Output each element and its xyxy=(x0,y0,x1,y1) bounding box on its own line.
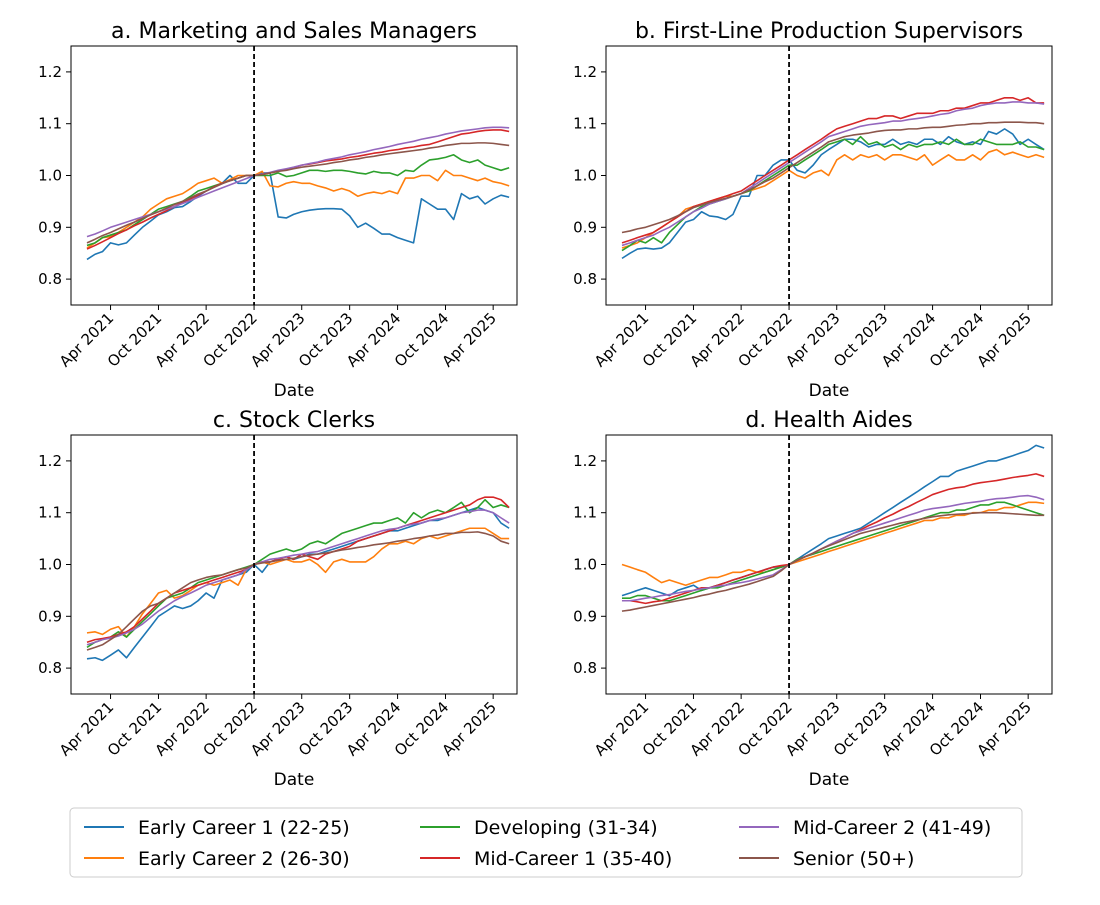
series-line xyxy=(621,501,1045,602)
y-tick-label: 1.1 xyxy=(38,115,62,133)
series-line xyxy=(86,496,510,643)
legend-label: Mid-Career 2 (41-49) xyxy=(793,817,991,839)
series-line xyxy=(621,121,1045,234)
series-line xyxy=(621,101,1045,247)
series-line xyxy=(86,169,510,249)
panel-title: c. Stock Clerks xyxy=(213,408,375,433)
series-line xyxy=(621,97,1045,244)
series-line xyxy=(621,135,1045,252)
y-tick-label: 1.0 xyxy=(573,556,597,574)
series-line xyxy=(621,473,1045,605)
plot-frame xyxy=(605,45,1053,306)
series-line xyxy=(86,129,510,250)
series-line xyxy=(621,148,1045,249)
y-tick-label: 0.9 xyxy=(573,218,597,236)
panel-a: a. Marketing and Sales Managers 0.8 0.9 1.0… xyxy=(38,19,518,401)
y-tick-label: 0.8 xyxy=(573,659,597,677)
y-tick-label: 1.1 xyxy=(573,504,597,522)
y-tick-label: 0.9 xyxy=(38,607,62,625)
x-axis-label: Date xyxy=(274,770,315,790)
y-tick-label: 0.8 xyxy=(38,270,62,288)
series-line xyxy=(86,153,510,247)
series-line xyxy=(86,498,510,649)
legend-label: Early Career 2 (26-30) xyxy=(138,848,350,870)
x-axis-label: Date xyxy=(809,381,850,401)
y-tick-label: 1.2 xyxy=(38,63,62,81)
series-line xyxy=(86,527,510,638)
y-tick-label: 0.8 xyxy=(573,270,597,288)
y-tick-label: 1.2 xyxy=(38,452,62,470)
y-tick-label: 1.0 xyxy=(38,167,62,185)
x-axis-label: Date xyxy=(809,770,850,790)
series-line xyxy=(621,444,1045,597)
panel-title: b. First-Line Production Supervisors xyxy=(635,19,1023,44)
series-line xyxy=(86,142,510,244)
legend-frame xyxy=(69,807,1023,878)
y-tick-label: 1.2 xyxy=(573,452,597,470)
legend: Early Career 1 (22-25) Early Career 2 (26… xyxy=(69,807,1023,878)
series-line xyxy=(86,531,510,651)
series-line xyxy=(621,511,1045,612)
y-tick-label: 0.9 xyxy=(38,218,62,236)
y-tick-label: 1.1 xyxy=(573,115,597,133)
plot-frame xyxy=(70,45,518,306)
series-line xyxy=(86,509,510,646)
panel-b: b. First-Line Production Supervisors 0.8 0… xyxy=(573,19,1053,401)
panel-title: a. Marketing and Sales Managers xyxy=(111,19,477,44)
legend-label: Mid-Career 1 (35-40) xyxy=(474,848,672,870)
y-tick-label: 0.9 xyxy=(573,607,597,625)
panel-title: d. Health Aides xyxy=(745,408,912,433)
plot-frame xyxy=(70,434,518,695)
legend-label: Early Career 1 (22-25) xyxy=(138,817,350,839)
series-line xyxy=(621,494,1045,602)
y-tick-label: 1.1 xyxy=(38,504,62,522)
y-tick-label: 1.2 xyxy=(573,63,597,81)
legend-label: Senior (50+) xyxy=(793,848,914,870)
y-tick-label: 1.0 xyxy=(38,556,62,574)
x-axis-label: Date xyxy=(274,381,315,401)
y-tick-label: 0.8 xyxy=(38,659,62,677)
series-line xyxy=(86,172,510,261)
plot-frame xyxy=(605,434,1053,695)
legend-label: Developing (31-34) xyxy=(474,817,658,839)
series-line xyxy=(86,506,510,662)
y-tick-label: 1.0 xyxy=(573,167,597,185)
series-line xyxy=(621,128,1045,260)
